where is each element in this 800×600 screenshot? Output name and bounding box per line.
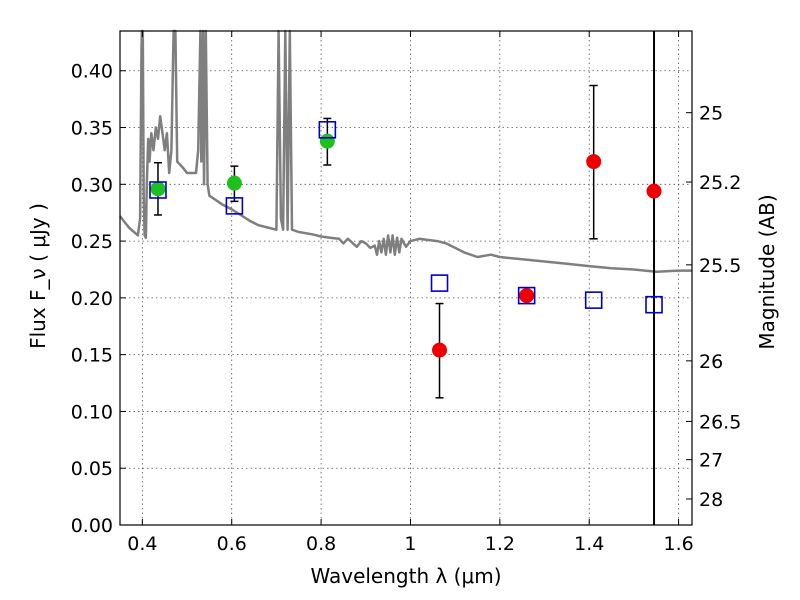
y-tick-label: 0.20 <box>71 288 113 310</box>
y-tick-label: 0.40 <box>71 61 113 83</box>
y-tick-label: 0.00 <box>71 515 113 537</box>
x-tick-label: 1.4 <box>574 533 604 555</box>
spectrum-series <box>119 29 692 274</box>
x-tick-label: 0.4 <box>127 533 157 555</box>
model-square-point <box>225 197 244 215</box>
mag-tick-label: 27 <box>699 450 723 472</box>
y-tick-label: 0.35 <box>71 118 113 140</box>
x-axis-label: Wavelength λ (μm) <box>310 564 501 588</box>
x-tick-label: 1.6 <box>663 533 693 555</box>
model-square-point <box>318 121 337 139</box>
y-tick-label: 0.25 <box>71 231 113 253</box>
model-square-point <box>584 291 603 309</box>
grid <box>120 31 692 525</box>
red-data-point <box>646 183 662 199</box>
y-tick-label: 0.15 <box>71 345 113 367</box>
right-axis-label: Magnitude (AB) <box>755 194 779 349</box>
x-tick-label: 1 <box>404 533 416 555</box>
y-tick-label: 0.30 <box>71 174 113 196</box>
green-data-point <box>226 175 242 191</box>
mag-tick-label: 25 <box>699 103 723 125</box>
model-square-point <box>430 274 449 292</box>
green-data-point <box>319 133 335 149</box>
mag-tick-label: 26.5 <box>699 411 741 433</box>
photometry-markers <box>149 31 663 525</box>
green-data-point <box>150 181 166 197</box>
model-square-point <box>517 286 536 305</box>
mag-tick-label: 25.2 <box>699 172 741 194</box>
red-data-point <box>432 342 448 358</box>
plot-frame <box>119 30 693 526</box>
mag-tick-label: 26 <box>699 351 723 373</box>
model-square-point <box>645 295 663 314</box>
red-data-point <box>519 288 535 304</box>
spectrum-line <box>119 29 692 274</box>
mag-tick-label: 25.5 <box>699 255 741 277</box>
y-tick-label: 0.10 <box>71 401 113 423</box>
mag-tick-label: 28 <box>699 489 723 511</box>
x-tick-label: 1.2 <box>485 533 515 555</box>
y-axis-label: Flux F_ν ( μJy ) <box>26 203 50 349</box>
x-tick-label: 0.8 <box>306 533 336 555</box>
axis-ticks: 0.4 0.6 0.8 1 1.2 1.4 1.6 0.00 0.05 0.10 0.15 0.20 0… <box>71 31 741 555</box>
x-tick-label: 0.6 <box>217 533 247 555</box>
y-tick-label: 0.05 <box>71 458 113 480</box>
model-square-point <box>149 181 167 199</box>
red-data-point <box>586 154 602 170</box>
